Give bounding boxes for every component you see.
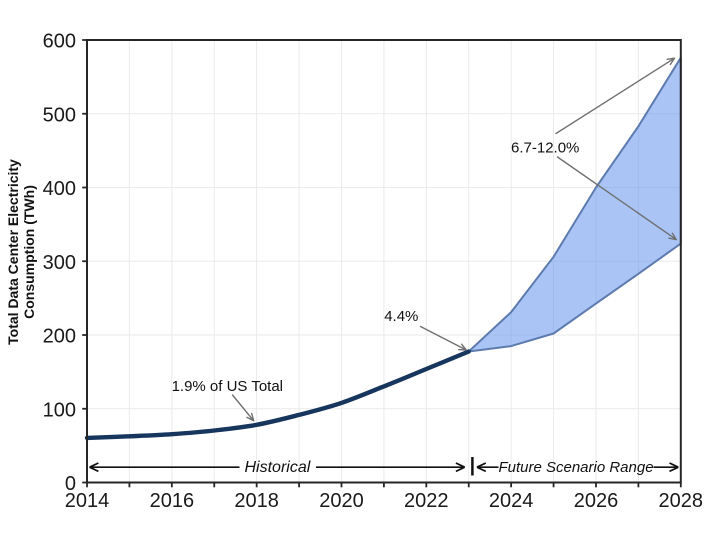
- svg-text:Consumption (TWh): Consumption (TWh): [21, 185, 37, 319]
- svg-text:100: 100: [43, 399, 76, 421]
- svg-text:4.4%: 4.4%: [384, 308, 418, 325]
- svg-text:Future Scenario Range: Future Scenario Range: [498, 459, 653, 476]
- svg-text:2026: 2026: [574, 490, 619, 512]
- svg-text:0: 0: [65, 473, 76, 495]
- svg-text:1.9% of US Total: 1.9% of US Total: [172, 378, 283, 395]
- svg-text:2020: 2020: [319, 490, 364, 512]
- svg-text:Total Data Center Electricity: Total Data Center Electricity: [5, 159, 21, 345]
- svg-text:200: 200: [43, 326, 76, 348]
- svg-text:2014: 2014: [65, 490, 110, 512]
- svg-text:400: 400: [43, 178, 76, 200]
- svg-text:2024: 2024: [489, 490, 534, 512]
- svg-text:300: 300: [43, 252, 76, 274]
- svg-text:2018: 2018: [234, 490, 279, 512]
- svg-text:2022: 2022: [404, 490, 449, 512]
- svg-text:500: 500: [43, 104, 76, 126]
- svg-text:2016: 2016: [150, 490, 195, 512]
- svg-text:2028: 2028: [659, 490, 704, 512]
- svg-text:Historical: Historical: [245, 459, 311, 476]
- svg-text:600: 600: [43, 31, 76, 53]
- svg-text:6.7-12.0%: 6.7-12.0%: [511, 139, 579, 156]
